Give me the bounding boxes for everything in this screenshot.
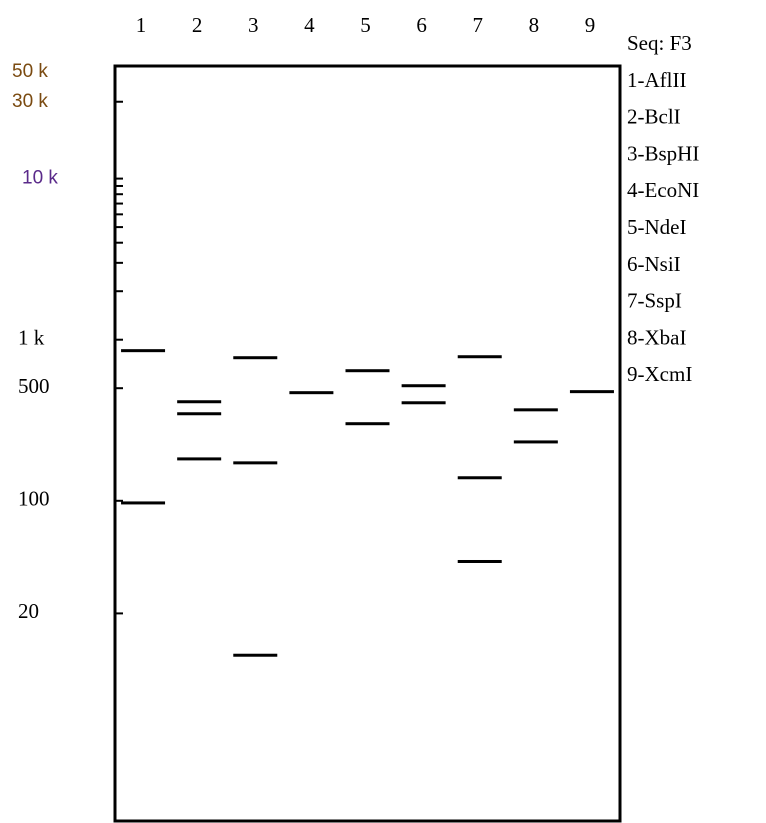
legend-entry: 5-NdeI bbox=[627, 215, 686, 239]
band bbox=[570, 390, 614, 393]
band bbox=[177, 400, 221, 403]
band bbox=[458, 560, 502, 563]
gel-frame bbox=[115, 66, 620, 821]
y-tick-label: 50 k bbox=[12, 61, 48, 82]
band bbox=[289, 391, 333, 394]
legend-entry: 3-BspHI bbox=[627, 141, 699, 165]
lane-label: 3 bbox=[248, 13, 259, 37]
band bbox=[402, 384, 446, 387]
band bbox=[121, 349, 165, 352]
legend-entry: 4-EcoNI bbox=[627, 178, 699, 202]
band bbox=[458, 355, 502, 358]
lane-label: 7 bbox=[472, 13, 483, 37]
y-tick-label: 20 bbox=[18, 599, 39, 623]
band bbox=[177, 457, 221, 460]
lane-label: 1 bbox=[136, 13, 147, 37]
band bbox=[177, 412, 221, 415]
band bbox=[233, 654, 277, 657]
legend-entry: 2-BclI bbox=[627, 105, 681, 129]
y-tick-label: 10 k bbox=[22, 168, 58, 189]
gel-chart: Seq: F3 50 k 30 k 10 k 1 k 500 100 20 1 2 3 4 5 6 7 8 9… bbox=[0, 0, 766, 823]
band bbox=[121, 501, 165, 504]
band bbox=[233, 356, 277, 359]
lane-label: 4 bbox=[304, 13, 315, 37]
lane-label: 6 bbox=[416, 13, 427, 37]
band bbox=[458, 476, 502, 479]
y-tick-label: 1 k bbox=[18, 326, 45, 350]
lane-label: 8 bbox=[529, 13, 540, 37]
lane-label: 9 bbox=[585, 13, 596, 37]
lane-label: 2 bbox=[192, 13, 203, 37]
legend-entry: 8-XbaI bbox=[627, 325, 686, 349]
legend-entry: 9-XcmI bbox=[627, 362, 692, 386]
legend-title: Seq: F3 bbox=[627, 31, 692, 55]
band bbox=[402, 401, 446, 404]
band bbox=[346, 422, 390, 425]
legend-entry: 6-NsiI bbox=[627, 252, 681, 276]
y-tick-label: 500 bbox=[18, 374, 50, 398]
band bbox=[514, 440, 558, 443]
band bbox=[346, 369, 390, 372]
y-tick-label: 30 k bbox=[12, 91, 48, 112]
y-tick-label: 100 bbox=[18, 487, 50, 511]
legend-entry: 7-SspI bbox=[627, 289, 682, 313]
band bbox=[514, 408, 558, 411]
lane-label: 5 bbox=[360, 13, 371, 37]
band bbox=[233, 461, 277, 464]
legend-entry: 1-AflII bbox=[627, 68, 686, 92]
